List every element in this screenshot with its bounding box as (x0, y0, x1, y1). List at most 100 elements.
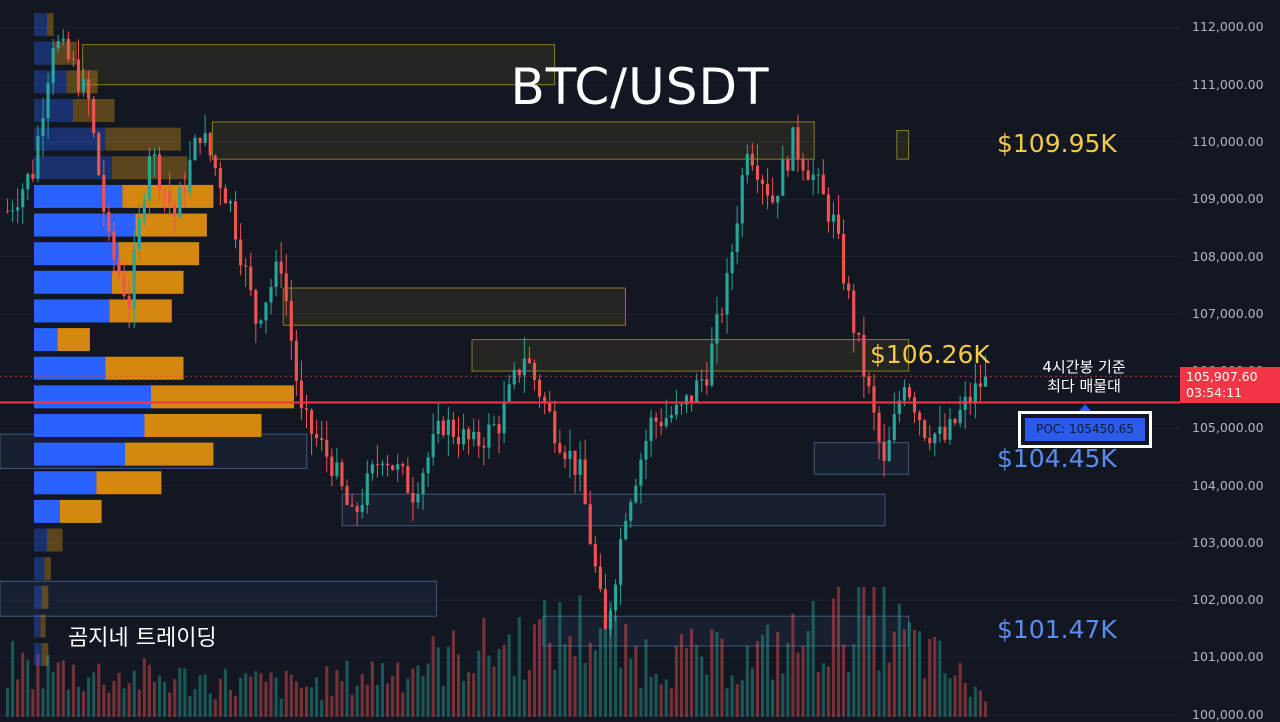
candle-down (320, 438, 324, 440)
volume-bar (330, 696, 334, 717)
candle-down (882, 441, 886, 461)
candle-up (664, 418, 668, 427)
candle-down (862, 334, 866, 377)
profile-buy-bar (34, 356, 106, 380)
candle-up (715, 314, 719, 344)
candle-up (740, 175, 744, 224)
candle-down (760, 179, 765, 184)
candle-up (629, 501, 633, 521)
price-tick-label: 105,000.00 (1192, 420, 1264, 436)
candle-up (188, 160, 192, 193)
candle-down (117, 259, 121, 276)
volume-bar (71, 664, 75, 717)
volume-bar (791, 613, 795, 717)
volume-bar (771, 679, 775, 717)
volume-bar (36, 653, 40, 717)
profile-sell-bar (47, 13, 54, 37)
profile-buy-bar (34, 442, 125, 466)
volume-bar (588, 642, 592, 717)
profile-buy-bar (34, 13, 47, 37)
volume-bar (132, 670, 136, 717)
volume-bar (953, 675, 957, 717)
zones-layer (0, 44, 910, 647)
candle-up (396, 464, 400, 470)
candle-down (102, 174, 106, 212)
profile-buy-bar (34, 41, 54, 65)
profile-buy-bar (34, 70, 67, 94)
volume-bar (568, 636, 572, 717)
volume-bar (760, 634, 765, 717)
volume-bar (852, 643, 856, 717)
candle-down (923, 420, 927, 438)
grid-lines (0, 26, 1180, 716)
candle-down (249, 266, 253, 291)
volume-bar (948, 678, 952, 717)
profile-buy-bar (34, 156, 112, 180)
volume-bar (928, 639, 932, 717)
volume-bar (467, 672, 471, 717)
candle-up (791, 127, 795, 171)
candle-down (279, 261, 283, 274)
candle-up (41, 118, 45, 136)
demand-zone (0, 580, 438, 617)
volume-bar (431, 636, 435, 717)
volume-bar (684, 647, 689, 717)
volume-bar (137, 689, 141, 717)
candle-up (634, 485, 638, 502)
candle-down (796, 127, 800, 159)
volume-bar (163, 681, 167, 717)
volume-bar (269, 672, 273, 717)
candle-up (700, 379, 704, 381)
candle-down (943, 426, 947, 440)
candle-up (11, 210, 15, 212)
volume-bar (360, 673, 364, 717)
volume-bar (335, 670, 339, 717)
volume-bars-layer (5, 587, 988, 717)
candle-down (198, 137, 202, 144)
volume-bar (669, 688, 673, 717)
candle-up (679, 404, 684, 406)
candle-up (512, 369, 516, 385)
volume-bar (801, 646, 805, 717)
profile-buy-bar (34, 557, 45, 581)
profile-sell-bar (105, 356, 184, 380)
volume-bar (26, 659, 30, 717)
candle-down (112, 231, 116, 260)
volume-bar (21, 652, 25, 717)
profile-buy-bar (34, 413, 145, 437)
candle-up (695, 380, 699, 402)
volume-bar (456, 654, 461, 717)
profile-sell-bar (47, 528, 63, 552)
volume-bar (208, 693, 212, 717)
volume-bar (882, 587, 886, 717)
candle-up (933, 433, 937, 444)
candle-up (26, 173, 30, 190)
profile-sell-bar (112, 270, 184, 294)
profile-buy-bar (34, 242, 119, 266)
candle-down (208, 133, 212, 156)
volume-bar (558, 602, 562, 717)
volume-bar (857, 587, 861, 717)
volume-bar (923, 678, 927, 717)
candle-down (497, 423, 501, 434)
candle-down (299, 380, 303, 409)
profile-sell-bar (105, 127, 181, 151)
supply-zone (211, 121, 815, 160)
volume-bar (122, 688, 126, 717)
volume-bar (918, 631, 922, 717)
candle-up (816, 174, 820, 176)
volume-bar (816, 671, 820, 717)
volume-bar (690, 628, 694, 717)
volume-bar (912, 629, 917, 717)
candle-down (168, 190, 172, 205)
volume-bar (720, 638, 724, 717)
candle-down (593, 543, 597, 567)
profile-sell-bar (41, 643, 49, 667)
volume-bar (477, 650, 481, 717)
profile-buy-bar (34, 385, 151, 409)
volume-bar (862, 587, 866, 717)
volume-bar (700, 656, 704, 717)
candle-up (725, 273, 729, 315)
candle-up (902, 387, 906, 401)
